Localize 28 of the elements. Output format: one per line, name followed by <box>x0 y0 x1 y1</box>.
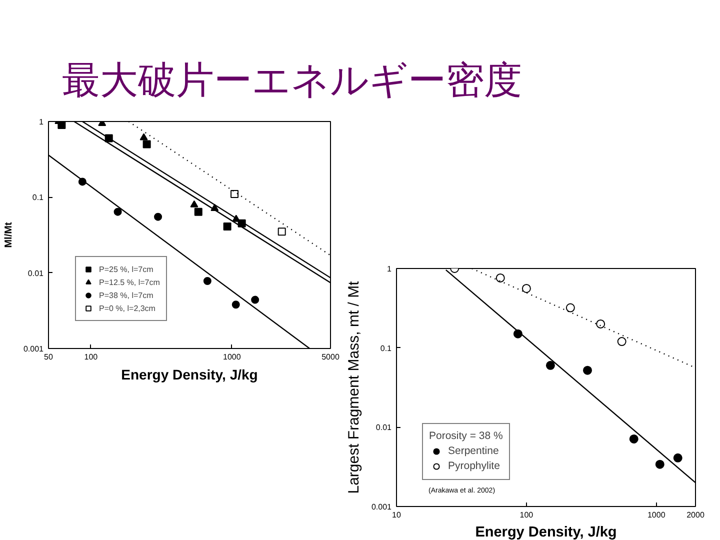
legend-label: Pyrophylite <box>448 459 500 473</box>
y-tick-label: 1 <box>39 118 44 126</box>
legend-title: Porosity = 38 % <box>429 430 503 442</box>
y-axis-title: Ml/Mt <box>3 222 14 248</box>
y-tick-label: 0.1 <box>380 344 392 353</box>
y-tick-label: 0.001 <box>23 344 44 354</box>
chart-title: 最大破片ーエネルギー密度 <box>62 57 522 103</box>
x-tick-label: 50 <box>44 352 54 362</box>
x-axis-title: Energy Density, J/kg <box>475 524 617 540</box>
x-tick-label: 5000 <box>322 352 340 362</box>
y-tick-label: 1 <box>387 264 392 274</box>
y-tick-label: 0.01 <box>28 268 44 278</box>
legend-label: P=0 %, l=2,3cm <box>99 302 156 314</box>
x-tick-label: 100 <box>84 352 98 362</box>
legend-label: P=38 %, l=7cm <box>99 290 154 301</box>
y-axis-title: Largest Fragment Mass, mt / Mt <box>345 280 362 494</box>
legend-label: Serpentine <box>448 444 499 458</box>
legend-label: P=12.5 %, l=7cm <box>99 276 160 288</box>
x-tick-label: 1000 <box>647 510 666 520</box>
legend-label: P=25 %, l=7cm <box>99 264 154 275</box>
x-tick-label: 1000 <box>223 352 242 362</box>
x-tick-label: 100 <box>520 510 534 520</box>
x-tick-label: 2000 <box>686 510 705 520</box>
y-tick-label: 0.001 <box>371 502 392 512</box>
y-tick-label: 0.01 <box>376 423 392 432</box>
x-axis-title: Energy Density, J/kg <box>121 366 258 382</box>
x-tick-label: 10 <box>392 510 402 520</box>
y-tick-label: 0.1 <box>32 193 44 202</box>
